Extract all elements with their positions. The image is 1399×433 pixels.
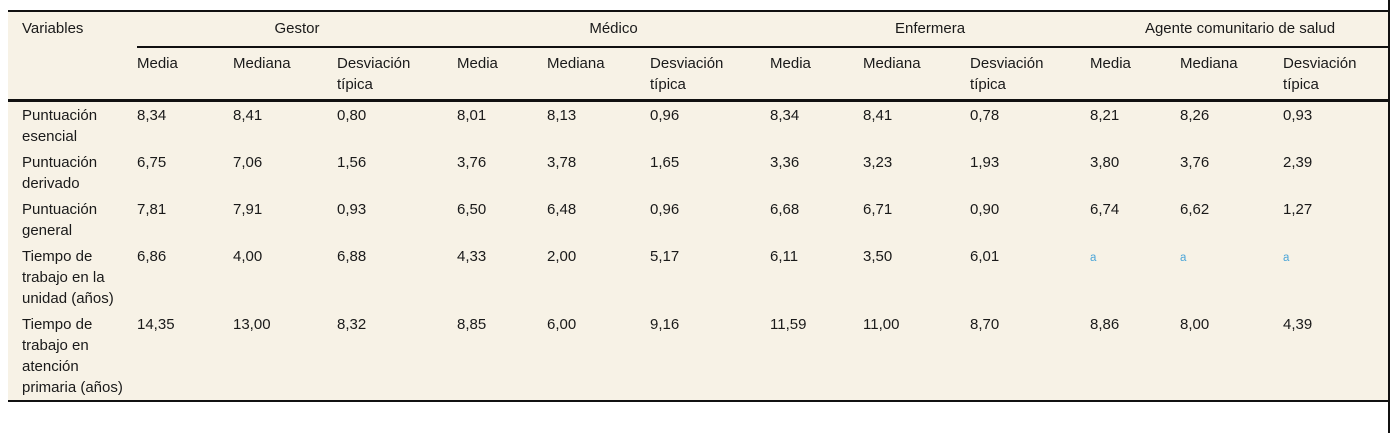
- value-cell: 2,39: [1283, 154, 1313, 171]
- page-right-edge-rule: [1388, 0, 1390, 433]
- value-cell: 8,26: [1180, 107, 1210, 124]
- value-cell: 8,13: [547, 107, 577, 124]
- stat-header-media: Media: [457, 47, 548, 102]
- value-cell: 5,17: [650, 248, 680, 265]
- table-row: Tiempo de trabajo en atención primaria (…: [8, 311, 1390, 401]
- value-cell: 1,65: [650, 154, 680, 171]
- stat-header-row: Media Mediana Desviación típica Media Me…: [8, 47, 1390, 102]
- table-row: Puntuación general 7,81 7,91 0,93 6,50 6,48 0,…: [8, 196, 1390, 243]
- table-body: Puntuación esencial 8,34 8,41 0,80 8,01 8,13 0…: [8, 101, 1390, 402]
- value-cell: 13,00: [233, 316, 271, 333]
- value-cell: 3,50: [863, 248, 893, 265]
- row-label: Puntuación general: [22, 201, 98, 239]
- value-cell: 8,00: [1180, 316, 1210, 333]
- value-cell: 8,01: [457, 107, 487, 124]
- value-cell: 4,00: [233, 248, 263, 265]
- value-cell: 3,76: [1180, 154, 1210, 171]
- value-cell: 14,35: [137, 316, 175, 333]
- value-cell: a: [1090, 243, 1180, 311]
- variables-column-header: Variables: [8, 11, 137, 102]
- value-cell: 2,00: [547, 248, 577, 265]
- row-label: Puntuación esencial: [22, 107, 98, 145]
- value-cell: 6,75: [137, 154, 167, 171]
- statistics-table: Variables Gestor Médico Enfermera Agente…: [8, 10, 1390, 402]
- value-cell: 8,70: [970, 316, 1000, 333]
- value-cell: 6,01: [970, 248, 1000, 265]
- value-cell: 3,23: [863, 154, 893, 171]
- value-cell: 8,21: [1090, 107, 1120, 124]
- stat-header-media: Media: [137, 47, 233, 102]
- value-cell: 8,34: [137, 107, 167, 124]
- stat-header-mediana: Mediana: [1180, 47, 1284, 102]
- stat-header-desviacion-tipica: Desviación típica: [650, 47, 771, 102]
- table-row: Puntuación esencial 8,34 8,41 0,80 8,01 8,13 0…: [8, 101, 1390, 150]
- group-header-agente-comunitario: Agente comunitario de salud: [1090, 11, 1390, 48]
- group-header-enfermera: Enfermera: [770, 11, 1091, 48]
- group-header-gestor: Gestor: [137, 11, 458, 48]
- value-cell: 6,68: [770, 201, 800, 218]
- row-label: Tiempo de trabajo en atención primaria (…: [22, 316, 123, 396]
- value-cell: 8,41: [863, 107, 893, 124]
- value-cell: 0,90: [970, 201, 1000, 218]
- value-cell: 6,48: [547, 201, 577, 218]
- value-cell: 0,96: [650, 107, 680, 124]
- value-cell: 1,27: [1283, 201, 1313, 218]
- stat-header-mediana: Mediana: [547, 47, 651, 102]
- stat-header-media: Media: [1090, 47, 1181, 102]
- stat-header-mediana: Mediana: [233, 47, 337, 102]
- value-cell: 1,93: [970, 154, 1000, 171]
- value-cell: 0,93: [337, 201, 367, 218]
- value-cell: 4,33: [457, 248, 487, 265]
- table-row: Tiempo de trabajo en la unidad (años) 6,8…: [8, 243, 1390, 311]
- value-cell: 6,62: [1180, 201, 1210, 218]
- value-cell: 8,34: [770, 107, 800, 124]
- value-cell: a: [1283, 243, 1390, 311]
- value-cell: 8,32: [337, 316, 367, 333]
- value-cell: 8,85: [457, 316, 487, 333]
- stat-header-desviacion-tipica: Desviación típica: [337, 47, 458, 102]
- value-cell: 3,76: [457, 154, 487, 171]
- stat-header-mediana: Mediana: [863, 47, 971, 102]
- stat-header-desviacion-tipica: Desviación típica: [970, 47, 1091, 102]
- footnote-marker: a: [1090, 252, 1097, 264]
- row-label: Tiempo de trabajo en la unidad (años): [22, 248, 114, 307]
- value-cell: 6,71: [863, 201, 893, 218]
- value-cell: 1,56: [337, 154, 367, 171]
- value-cell: 6,88: [337, 248, 367, 265]
- value-cell: 6,11: [770, 248, 799, 265]
- value-cell: 0,93: [1283, 107, 1313, 124]
- value-cell: 7,81: [137, 201, 167, 218]
- table-row: Puntuación derivado 6,75 7,06 1,56 3,76 3,78 1…: [8, 149, 1390, 196]
- value-cell: 3,80: [1090, 154, 1120, 171]
- value-cell: 8,86: [1090, 316, 1120, 333]
- value-cell: 6,50: [457, 201, 487, 218]
- value-cell: 3,78: [547, 154, 577, 171]
- row-label: Puntuación derivado: [22, 154, 98, 192]
- footnote-marker: a: [1283, 252, 1290, 264]
- value-cell: 6,86: [137, 248, 167, 265]
- footnote-marker: a: [1180, 252, 1187, 264]
- stat-header-desviacion-tipica: Desviación típica: [1283, 47, 1390, 102]
- value-cell: 7,06: [233, 154, 263, 171]
- value-cell: 4,39: [1283, 316, 1313, 333]
- value-cell: a: [1180, 243, 1283, 311]
- table-header: Variables Gestor Médico Enfermera Agente…: [8, 11, 1390, 102]
- value-cell: 8,41: [233, 107, 263, 124]
- value-cell: 0,96: [650, 201, 680, 218]
- value-cell: 7,91: [233, 201, 263, 218]
- value-cell: 11,59: [770, 316, 807, 333]
- value-cell: 9,16: [650, 316, 680, 333]
- value-cell: 0,80: [337, 107, 367, 124]
- value-cell: 3,36: [770, 154, 800, 171]
- value-cell: 6,00: [547, 316, 577, 333]
- stat-header-media: Media: [770, 47, 864, 102]
- value-cell: 0,78: [970, 107, 1000, 124]
- group-header-row: Variables Gestor Médico Enfermera Agente…: [8, 11, 1390, 102]
- value-cell: 11,00: [863, 316, 900, 333]
- group-header-medico: Médico: [457, 11, 771, 48]
- value-cell: 6,74: [1090, 201, 1120, 218]
